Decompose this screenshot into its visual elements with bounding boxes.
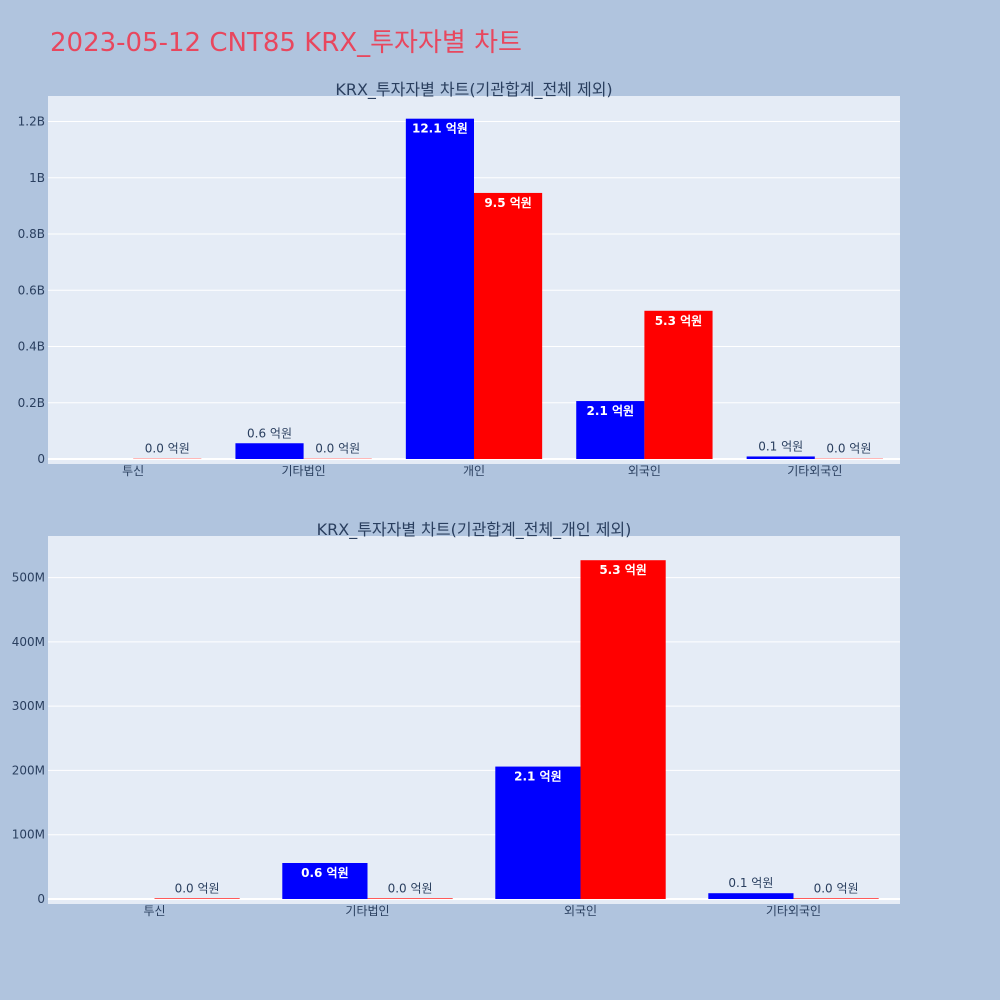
- bar: [576, 401, 645, 459]
- bar-label: 0.1 억원: [728, 876, 773, 890]
- bar: [580, 560, 666, 899]
- bar-label: 0.0 억원: [145, 442, 190, 456]
- page-title: 2023-05-12 CNT85 KRX_투자자별 차트: [50, 28, 522, 58]
- plot-area: [48, 536, 900, 904]
- bar-label: 12.1 억원: [412, 122, 468, 136]
- bar-label: 0.6 억원: [301, 866, 349, 880]
- bar: [235, 443, 304, 459]
- bar-label: 0.0 억원: [826, 442, 871, 456]
- bar: [474, 192, 543, 459]
- x-tick-label: 기타법인: [282, 464, 326, 478]
- investor-chart-1: 0 0.2B 0.4B 0.6B 0.8B 1B 1.2B KRX_투자자별 차트(기관합계_…: [18, 80, 900, 478]
- y-tick-label: 1.2B: [18, 115, 45, 129]
- bar: [495, 766, 581, 899]
- y-tick-label: 100M: [12, 828, 45, 842]
- x-tick-label: 개인: [463, 464, 485, 478]
- bar: [405, 118, 474, 459]
- y-tick-label: 500M: [12, 571, 45, 585]
- y-tick-label: 400M: [12, 635, 45, 649]
- chart-title: KRX_투자자별 차트(기관합계_전체_개인 제외): [317, 520, 632, 540]
- y-tick-label: 0: [37, 892, 45, 906]
- x-tick-label: 외국인: [564, 904, 597, 918]
- bar-label: 5.3 억원: [655, 314, 703, 328]
- x-tick-label: 기타외국인: [787, 464, 842, 478]
- y-tick-label: 300M: [12, 699, 45, 713]
- x-tick-label: 투신: [122, 464, 144, 478]
- chart-title: KRX_투자자별 차트(기관합계_전체 제외): [335, 80, 612, 100]
- x-tick-label: 투신: [143, 904, 165, 918]
- bar-label: 9.5 억원: [484, 196, 532, 210]
- y-tick-label: 0.6B: [18, 283, 45, 297]
- bar-label: 0.0 억원: [388, 881, 433, 895]
- y-tick-label: 0: [37, 452, 45, 466]
- bar-label: 0.0 억원: [814, 881, 859, 895]
- y-tick-label: 0.8B: [18, 227, 45, 241]
- x-tick-label: 외국인: [628, 464, 661, 478]
- bar: [282, 863, 368, 899]
- bar: [793, 898, 879, 899]
- bar-label: 2.1 억원: [514, 770, 562, 784]
- bar: [154, 898, 240, 899]
- bar-label: 0.1 억원: [758, 439, 803, 453]
- y-tick-label: 0.4B: [18, 340, 45, 354]
- bar-label: 0.0 억원: [175, 881, 220, 895]
- bar-label: 0.0 억원: [315, 442, 360, 456]
- bar-label: 0.6 억원: [247, 426, 292, 440]
- bar: [746, 456, 815, 459]
- bar: [644, 310, 713, 459]
- y-tick-label: 1B: [29, 171, 45, 185]
- y-tick-label: 200M: [12, 763, 45, 777]
- investor-chart-2: 0 100M 200M 300M 400M 500M KRX_투자자별 차트(기관합계_전체…: [12, 520, 900, 918]
- y-tick-label: 0.2B: [18, 396, 45, 410]
- bar: [708, 893, 794, 899]
- x-tick-label: 기타외국인: [766, 904, 821, 918]
- bar-label: 5.3 억원: [599, 563, 647, 577]
- bar: [367, 898, 453, 899]
- x-tick-label: 기타법인: [345, 904, 389, 918]
- bar-label: 2.1 억원: [587, 404, 635, 418]
